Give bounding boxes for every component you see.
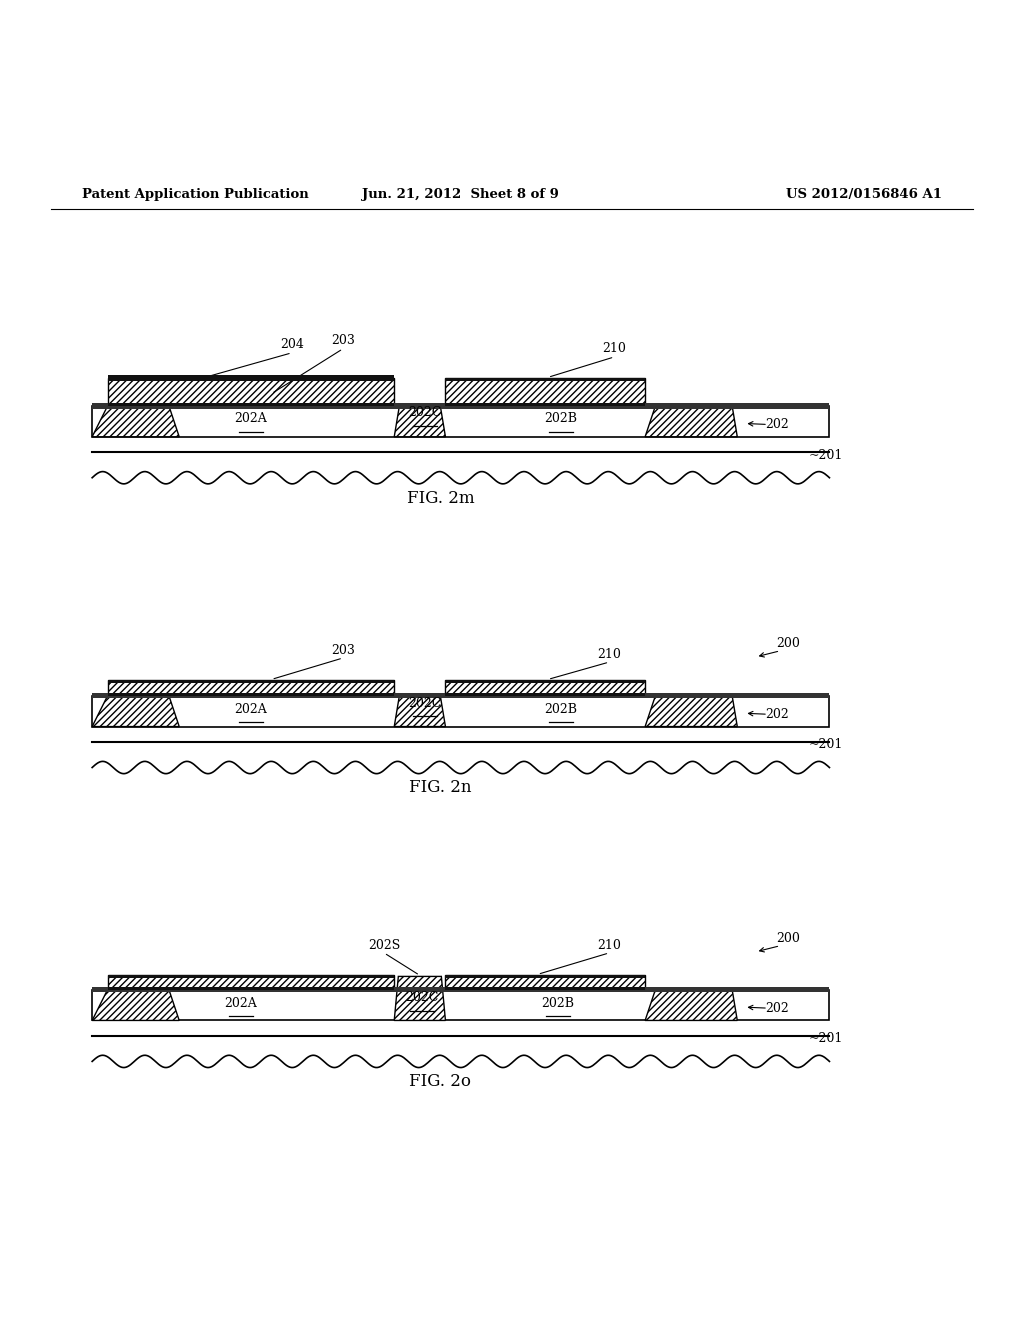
Polygon shape <box>645 407 737 437</box>
Text: 202: 202 <box>765 418 788 430</box>
Text: US 2012/0156846 A1: US 2012/0156846 A1 <box>786 187 942 201</box>
Polygon shape <box>394 977 445 1020</box>
Text: Jun. 21, 2012  Sheet 8 of 9: Jun. 21, 2012 Sheet 8 of 9 <box>362 187 559 201</box>
Bar <box>445 975 645 990</box>
Text: 202B: 202B <box>545 702 578 715</box>
Polygon shape <box>394 696 445 726</box>
Text: 203: 203 <box>331 334 355 347</box>
Bar <box>445 403 645 407</box>
Text: 210: 210 <box>597 648 622 661</box>
Bar <box>108 375 394 381</box>
Bar <box>445 681 645 696</box>
Text: ~201: ~201 <box>809 449 844 462</box>
Bar <box>445 681 645 682</box>
Bar <box>108 681 394 696</box>
Text: 210: 210 <box>602 342 627 355</box>
Bar <box>108 987 394 990</box>
Polygon shape <box>394 407 445 437</box>
Bar <box>445 379 645 407</box>
Polygon shape <box>92 990 179 1020</box>
Text: 210: 210 <box>597 939 622 952</box>
Text: 202B: 202B <box>545 412 578 425</box>
Bar <box>92 403 829 409</box>
Bar <box>445 975 645 978</box>
Text: FIG. 2n: FIG. 2n <box>409 780 472 796</box>
Bar <box>92 990 829 1020</box>
Text: 202A: 202A <box>234 412 267 425</box>
Bar <box>92 693 829 698</box>
Polygon shape <box>92 407 179 437</box>
Text: 202C: 202C <box>409 697 441 710</box>
Bar <box>108 693 394 696</box>
Text: 202C: 202C <box>409 405 441 418</box>
Text: Patent Application Publication: Patent Application Publication <box>82 187 308 201</box>
Polygon shape <box>645 696 737 726</box>
Text: 202: 202 <box>765 1002 788 1015</box>
Bar <box>108 975 394 990</box>
Bar <box>445 987 645 990</box>
Bar <box>108 379 394 407</box>
Bar <box>92 407 829 437</box>
Bar <box>108 975 394 978</box>
Bar <box>92 986 829 991</box>
Text: 202S: 202S <box>368 939 400 952</box>
Bar <box>108 681 394 682</box>
Polygon shape <box>92 696 179 726</box>
Polygon shape <box>645 990 737 1020</box>
Text: 202A: 202A <box>224 997 257 1010</box>
Text: FIG. 2o: FIG. 2o <box>410 1073 471 1090</box>
Text: 203: 203 <box>331 644 355 657</box>
Text: 200: 200 <box>776 932 800 945</box>
Bar <box>108 403 394 407</box>
Text: ~201: ~201 <box>809 738 844 751</box>
Text: 202A: 202A <box>234 702 267 715</box>
Bar <box>92 696 829 726</box>
Text: 204: 204 <box>280 338 304 351</box>
Text: 202C: 202C <box>406 991 438 1005</box>
Text: 202B: 202B <box>542 997 574 1010</box>
Bar <box>445 693 645 696</box>
Text: 200: 200 <box>776 636 800 649</box>
Text: 202: 202 <box>765 708 788 721</box>
Text: FIG. 2m: FIG. 2m <box>407 490 474 507</box>
Bar <box>445 379 645 381</box>
Text: ~201: ~201 <box>809 1032 844 1045</box>
